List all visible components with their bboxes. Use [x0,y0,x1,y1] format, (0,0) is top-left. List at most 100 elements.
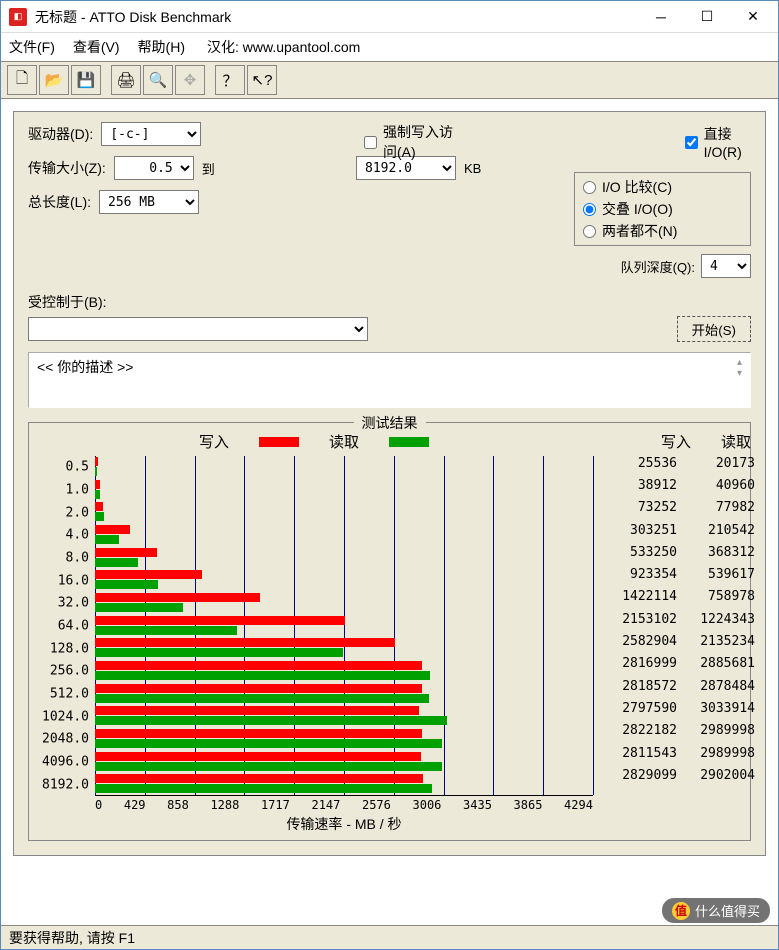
y-tick-label: 1024.0 [39,709,89,724]
x-tick-label: 3435 [463,798,492,812]
print-icon[interactable]: 🖨 [111,65,141,95]
table-row: 28185722878484 [599,675,755,697]
io-compare-radio[interactable]: I/O 比较(C) [583,177,742,197]
x-axis-label: 传输速率 - MB / 秒 [95,814,593,834]
y-tick-label: 4.0 [39,528,89,543]
y-tick-label: 0.5 [39,460,89,475]
length-label: 总长度(L): [28,192,91,212]
y-tick-label: 64.0 [39,619,89,634]
queue-select[interactable]: 4 [701,254,751,278]
read-bar [95,603,183,612]
x-tick-label: 0 [95,798,102,812]
table-row: 28221822989998 [599,720,755,742]
write-bar [95,480,100,489]
write-bar [95,684,422,693]
table-row: 7325277982 [599,497,755,519]
read-bar [95,762,442,771]
write-bar [95,548,157,557]
read-bar [95,490,100,499]
drive-label: 驱动器(D): [28,124,93,144]
start-button[interactable]: 开始(S) [677,316,751,342]
y-tick-label: 512.0 [39,687,89,702]
table-row: 21531021224343 [599,608,755,630]
x-tick-label: 858 [167,798,189,812]
minimize-button[interactable]: ─ [638,2,684,32]
legend-read-swatch [389,437,429,447]
titlebar: ◧ 无标题 - ATTO Disk Benchmark ─ ☐ ✕ [1,1,778,33]
drive-select[interactable]: [-c-] [101,122,201,146]
maximize-button[interactable]: ☐ [684,2,730,32]
preview-icon[interactable]: 🔍 [143,65,173,95]
x-tick-label: 1288 [210,798,239,812]
force-write-checkbox[interactable]: 强制写入访问(A) [364,122,455,162]
x-tick-label: 429 [124,798,146,812]
table-row: 1422114758978 [599,586,755,608]
col-read-header: 读取 [721,431,751,452]
read-bar [95,648,343,657]
write-bar [95,729,422,738]
controlled-label: 受控制于(B): [28,292,751,312]
queue-label: 队列深度(Q): [621,257,695,276]
transfer-to-label: 到 [202,159,215,178]
table-row: 27975903033914 [599,697,755,719]
close-button[interactable]: ✕ [730,2,776,32]
y-tick-label: 128.0 [39,641,89,656]
write-bar [95,502,103,511]
read-bar [95,739,442,748]
data-table: 2553620173389124096073252779823032512105… [599,452,755,786]
y-tick-label: 1.0 [39,483,89,498]
menu-view[interactable]: 查看(V) [73,37,120,57]
length-select[interactable]: 256 MB [99,190,199,214]
results-title: 测试结果 [354,413,426,433]
y-tick-label: 4096.0 [39,755,89,770]
read-bar [95,467,97,476]
y-tick-label: 2048.0 [39,732,89,747]
read-bar [95,580,158,589]
app-window: ◧ 无标题 - ATTO Disk Benchmark ─ ☐ ✕ 文件(F) … [0,0,779,950]
move-icon[interactable]: ✥ [175,65,205,95]
controlled-select[interactable] [28,317,368,341]
col-write-header: 写入 [661,431,691,452]
table-row: 2553620173 [599,452,755,474]
read-bar [95,535,119,544]
description-box[interactable]: << 你的描述 >> ▴▾ [28,352,751,408]
write-bar [95,593,260,602]
transfer-from-select[interactable]: 0.5 [114,156,194,180]
pointer-help-icon[interactable]: ↖? [247,65,277,95]
direct-io-checkbox[interactable]: 直接 I/O(R) [685,124,751,160]
watermark: 值 什么值得买 [662,898,770,923]
menu-file[interactable]: 文件(F) [9,37,55,57]
neither-radio[interactable]: 两者都不(N) [583,221,742,241]
results-fieldset: 测试结果 写入 读取 0.51.02.04.08.016.032.064.012… [28,422,751,841]
table-row: 3891240960 [599,474,755,496]
table-row: 28290992902004 [599,764,755,786]
x-tick-label: 4294 [564,798,593,812]
write-bar [95,706,419,715]
write-bar [95,525,130,534]
menu-help[interactable]: 帮助(H) [138,37,185,57]
read-bar [95,671,430,680]
write-bar [95,661,422,670]
new-icon[interactable]: 🗋 [7,65,37,95]
write-bar [95,570,202,579]
y-tick-label: 8.0 [39,551,89,566]
x-tick-label: 1717 [261,798,290,812]
x-tick-label: 2147 [311,798,340,812]
legend-write-label: 写入 [199,431,229,452]
read-bar [95,716,447,725]
window-title: 无标题 - ATTO Disk Benchmark [35,7,638,27]
save-icon[interactable]: 💾 [71,65,101,95]
bar-chart: 0.51.02.04.08.016.032.064.0128.0256.0512… [95,456,593,796]
y-tick-label: 16.0 [39,573,89,588]
scrollbar-icon[interactable]: ▴▾ [737,357,742,403]
overlap-io-radio[interactable]: 交叠 I/O(O) [583,199,742,219]
open-icon[interactable]: 📂 [39,65,69,95]
statusbar: 要获得帮助, 请按 F1 [1,925,778,949]
watermark-icon: 值 [672,902,690,920]
main-panel: 驱动器(D): [-c-] 传输大小(Z): 0.5 到 总长度(L): 256… [13,111,766,856]
read-bar [95,784,432,793]
legend-read-label: 读取 [329,431,359,452]
table-row: 303251210542 [599,519,755,541]
table-row: 28115432989998 [599,742,755,764]
help-icon[interactable]: ？ [215,65,245,95]
